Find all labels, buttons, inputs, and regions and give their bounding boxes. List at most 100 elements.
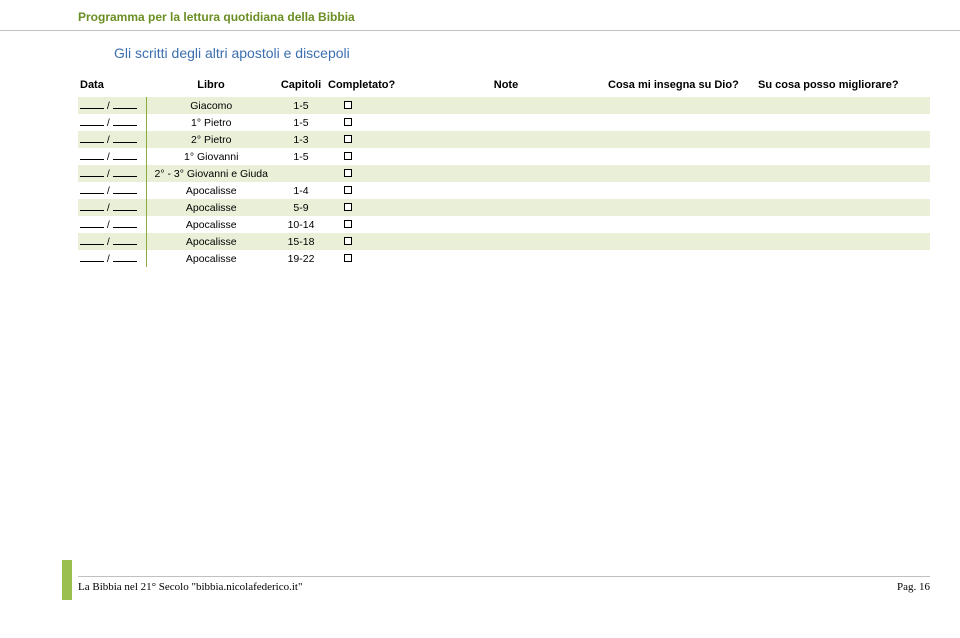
- capitoli-cell: 19-22: [276, 250, 326, 267]
- col-header-q2: Su cosa posso migliorare?: [756, 75, 930, 97]
- q1-cell[interactable]: [606, 148, 756, 165]
- note-cell[interactable]: [406, 233, 606, 250]
- table-row: / Apocalisse19-22: [78, 250, 930, 267]
- q1-cell[interactable]: [606, 114, 756, 131]
- date-cell[interactable]: /: [78, 165, 146, 182]
- libro-cell: Giacomo: [146, 97, 276, 114]
- capitoli-cell: 1-5: [276, 97, 326, 114]
- libro-cell: Apocalisse: [146, 216, 276, 233]
- completato-cell[interactable]: [326, 233, 406, 250]
- completato-cell[interactable]: [326, 148, 406, 165]
- note-cell[interactable]: [406, 182, 606, 199]
- completato-cell[interactable]: [326, 97, 406, 114]
- section-subtitle: Gli scritti degli altri apostoli e disce…: [0, 45, 960, 61]
- q1-cell[interactable]: [606, 216, 756, 233]
- note-cell[interactable]: [406, 250, 606, 267]
- capitoli-cell: 15-18: [276, 233, 326, 250]
- checkbox-icon[interactable]: [344, 169, 352, 177]
- col-header-data: Data: [78, 75, 146, 97]
- date-cell[interactable]: /: [78, 97, 146, 114]
- capitoli-cell: 1-5: [276, 148, 326, 165]
- note-cell[interactable]: [406, 131, 606, 148]
- date-cell[interactable]: /: [78, 148, 146, 165]
- date-cell[interactable]: /: [78, 250, 146, 267]
- q1-cell[interactable]: [606, 233, 756, 250]
- checkbox-icon[interactable]: [344, 220, 352, 228]
- page-header: Programma per la lettura quotidiana dell…: [0, 0, 960, 31]
- note-cell[interactable]: [406, 148, 606, 165]
- completato-cell[interactable]: [326, 199, 406, 216]
- libro-cell: 2° - 3° Giovanni e Giuda: [146, 165, 276, 182]
- q1-cell[interactable]: [606, 97, 756, 114]
- table-row: / Apocalisse1-4: [78, 182, 930, 199]
- note-cell[interactable]: [406, 216, 606, 233]
- date-cell[interactable]: /: [78, 182, 146, 199]
- capitoli-cell: 1-3: [276, 131, 326, 148]
- libro-cell: 2° Pietro: [146, 131, 276, 148]
- completato-cell[interactable]: [326, 165, 406, 182]
- left-margin-marker: [62, 560, 72, 600]
- note-cell[interactable]: [406, 199, 606, 216]
- q2-cell[interactable]: [756, 114, 930, 131]
- checkbox-icon[interactable]: [344, 237, 352, 245]
- table-row: / Apocalisse5-9: [78, 199, 930, 216]
- q2-cell[interactable]: [756, 165, 930, 182]
- q2-cell[interactable]: [756, 250, 930, 267]
- q2-cell[interactable]: [756, 233, 930, 250]
- col-header-capitoli: Capitoli: [276, 75, 326, 97]
- checkbox-icon[interactable]: [344, 186, 352, 194]
- capitoli-cell: 10-14: [276, 216, 326, 233]
- note-cell[interactable]: [406, 97, 606, 114]
- col-header-completato: Completato?: [326, 75, 406, 97]
- date-cell[interactable]: /: [78, 114, 146, 131]
- table-row: / 1° Giovanni1-5: [78, 148, 930, 165]
- q2-cell[interactable]: [756, 148, 930, 165]
- date-cell[interactable]: /: [78, 199, 146, 216]
- col-header-libro: Libro: [146, 75, 276, 97]
- footer-left-text: La Bibbia nel 21° Secolo "bibbia.nicolaf…: [78, 581, 302, 593]
- libro-cell: 1° Pietro: [146, 114, 276, 131]
- q1-cell[interactable]: [606, 199, 756, 216]
- q2-cell[interactable]: [756, 97, 930, 114]
- table-row: / Apocalisse10-14: [78, 216, 930, 233]
- capitoli-cell: 5-9: [276, 199, 326, 216]
- checkbox-icon[interactable]: [344, 118, 352, 126]
- page-footer: La Bibbia nel 21° Secolo "bibbia.nicolaf…: [78, 576, 930, 593]
- capitoli-cell: 1-5: [276, 114, 326, 131]
- q2-cell[interactable]: [756, 199, 930, 216]
- q2-cell[interactable]: [756, 216, 930, 233]
- capitoli-cell: 1-4: [276, 182, 326, 199]
- q1-cell[interactable]: [606, 182, 756, 199]
- q1-cell[interactable]: [606, 165, 756, 182]
- checkbox-icon[interactable]: [344, 135, 352, 143]
- checkbox-icon[interactable]: [344, 254, 352, 262]
- checkbox-icon[interactable]: [344, 101, 352, 109]
- capitoli-cell: [276, 165, 326, 182]
- libro-cell: Apocalisse: [146, 233, 276, 250]
- completato-cell[interactable]: [326, 131, 406, 148]
- completato-cell[interactable]: [326, 182, 406, 199]
- completato-cell[interactable]: [326, 250, 406, 267]
- page-title: Programma per la lettura quotidiana dell…: [78, 10, 355, 24]
- libro-cell: Apocalisse: [146, 182, 276, 199]
- table-row: / 2° Pietro1-3: [78, 131, 930, 148]
- date-cell[interactable]: /: [78, 216, 146, 233]
- completato-cell[interactable]: [326, 216, 406, 233]
- reading-table: Data Libro Capitoli Completato? Note Cos…: [78, 75, 930, 267]
- q1-cell[interactable]: [606, 131, 756, 148]
- checkbox-icon[interactable]: [344, 152, 352, 160]
- q2-cell[interactable]: [756, 131, 930, 148]
- q1-cell[interactable]: [606, 250, 756, 267]
- date-cell[interactable]: /: [78, 131, 146, 148]
- table-header-row: Data Libro Capitoli Completato? Note Cos…: [78, 75, 930, 97]
- completato-cell[interactable]: [326, 114, 406, 131]
- table-row: / 2° - 3° Giovanni e Giuda: [78, 165, 930, 182]
- note-cell[interactable]: [406, 114, 606, 131]
- date-cell[interactable]: /: [78, 233, 146, 250]
- checkbox-icon[interactable]: [344, 203, 352, 211]
- q2-cell[interactable]: [756, 182, 930, 199]
- table-row: / Giacomo1-5: [78, 97, 930, 114]
- note-cell[interactable]: [406, 165, 606, 182]
- col-header-q1: Cosa mi insegna su Dio?: [606, 75, 756, 97]
- table-row: / 1° Pietro1-5: [78, 114, 930, 131]
